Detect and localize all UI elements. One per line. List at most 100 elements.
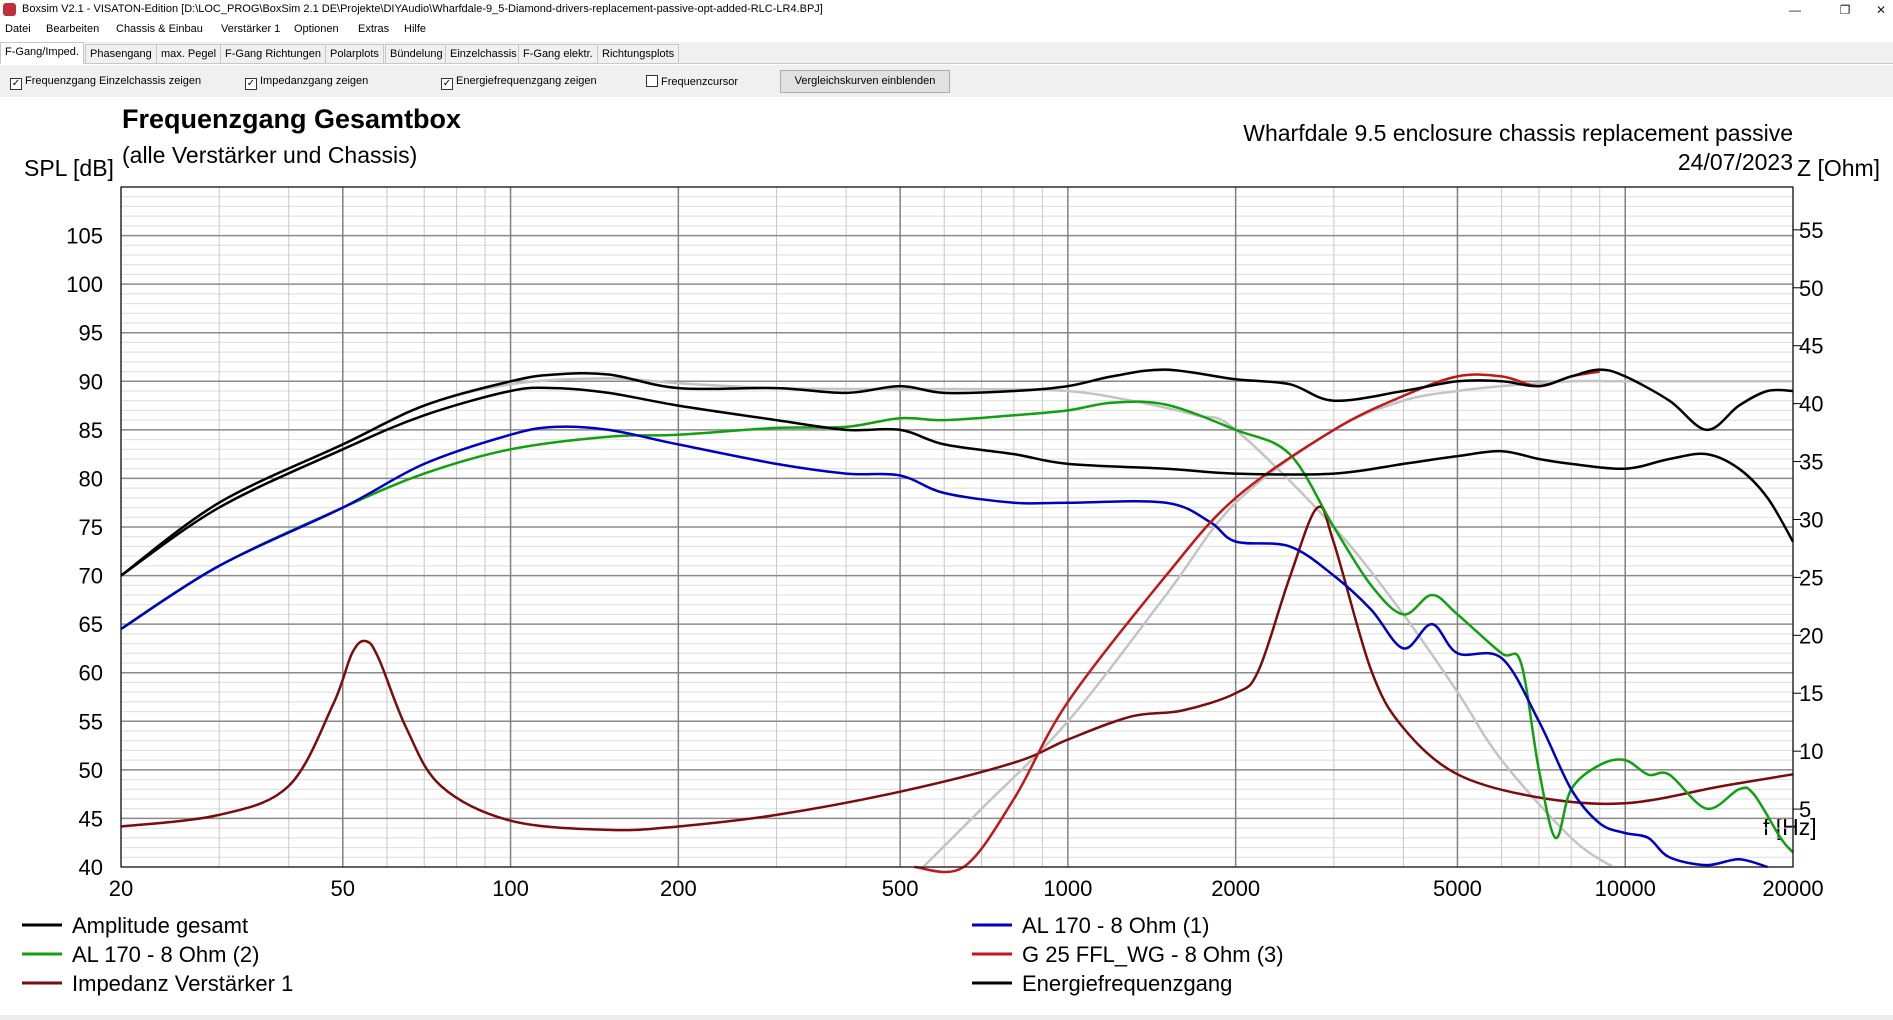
y2-tick-label: 45 xyxy=(1799,334,1823,359)
series-lines xyxy=(120,368,1795,874)
plot-frame xyxy=(120,186,1794,868)
x-tick-label: 500 xyxy=(882,876,919,901)
tab-buendelung[interactable]: Bündelung xyxy=(385,44,448,63)
series-line-reference xyxy=(120,377,1614,869)
x-tick-label: 20 xyxy=(109,876,133,901)
checkbox-box[interactable]: ✓ xyxy=(441,78,453,90)
y2-tick-label: 35 xyxy=(1799,450,1823,475)
y-tick-label: 105 xyxy=(66,224,103,249)
tick-labels: 40 45 50 55 60 65 70 75 80 85 90 95 100 105 5 10 15 20 25 3… xyxy=(66,218,1823,901)
y2-tick-label: 30 xyxy=(1799,507,1823,532)
checkbox-box[interactable]: ✓ xyxy=(10,78,22,90)
tab-polarplots[interactable]: Polarplots xyxy=(325,44,384,63)
x-tick-label: 50 xyxy=(331,876,355,901)
y-tick-label: 65 xyxy=(79,612,103,637)
tab-max-pegel[interactable]: max. Pegel xyxy=(156,44,222,63)
boxsim-app-icon xyxy=(3,3,16,16)
x-tick-label: 100 xyxy=(492,876,529,901)
menu-datei[interactable]: Datei xyxy=(5,23,31,35)
x-tick-label: 20000 xyxy=(1762,876,1823,901)
y2-tick-label: 40 xyxy=(1799,392,1823,417)
grid xyxy=(120,186,1794,868)
x-tick-label: 5000 xyxy=(1433,876,1482,901)
window-title: Boxsim V2.1 - VISATON-Edition [D:\LOC_PR… xyxy=(22,3,823,15)
legend-label: Impedanz Verstärker 1 xyxy=(72,971,293,996)
y2-tick-label: 5 xyxy=(1799,797,1811,822)
y2-tick-label: 20 xyxy=(1799,623,1823,648)
x-tick-label: 1000 xyxy=(1043,876,1092,901)
legend-label: Amplitude gesamt xyxy=(72,913,248,938)
chart-title: Frequenzgang Gesamtbox xyxy=(122,104,461,134)
y-tick-label: 40 xyxy=(79,855,103,880)
tab-f-gang-imped[interactable]: F-Gang/Imped. xyxy=(0,42,84,64)
checkbox-box[interactable]: ✓ xyxy=(245,78,257,90)
y2-tick-label: 15 xyxy=(1799,681,1823,706)
status-strip xyxy=(0,1015,1893,1020)
menu-verstaerker-1[interactable]: Verstärker 1 xyxy=(221,23,281,35)
compare-curves-button[interactable]: Vergleichskurven einblenden xyxy=(780,70,950,93)
tab-einzelchassis[interactable]: Einzelchassis xyxy=(445,44,522,63)
menu-chassis-einbau[interactable]: Chassis & Einbau xyxy=(116,23,203,35)
legend-label: G 25 FFL_WG - 8 Ohm (3) xyxy=(1022,942,1284,967)
y2-tick-label: 50 xyxy=(1799,276,1823,301)
options-bar: ✓ Frequenzgang Einzelchassis zeigen ✓ Impe… xyxy=(0,65,1893,97)
tab-bar: F-Gang/Imped. Phasengang max. Pegel F-Ga… xyxy=(0,42,1893,64)
menu-bearbeiten[interactable]: Bearbeiten xyxy=(46,23,100,35)
legend-label: AL 170 - 8 Ohm (2) xyxy=(72,942,259,967)
close-button[interactable]: ✕ xyxy=(1875,3,1887,17)
title-bar: Boxsim V2.1 - VISATON-Edition [D:\LOC_PR… xyxy=(0,0,1893,20)
y-tick-label: 75 xyxy=(79,515,103,540)
checkbox-energiefrequenzgang[interactable]: ✓ Energiefrequenzgang zeigen xyxy=(441,75,597,90)
y-tick-label: 70 xyxy=(79,564,103,589)
y2-tick-label: 25 xyxy=(1799,565,1823,590)
menu-extras[interactable]: Extras xyxy=(358,23,390,35)
menu-bar: Datei Bearbeiten Chassis & Einbau Verstä… xyxy=(0,20,1893,40)
series-line-al-170-8-ohm-1 xyxy=(120,425,1768,869)
chart-svg: Frequenzgang Gesamtbox (alle Verstärker … xyxy=(22,104,1880,996)
y-tick-label: 80 xyxy=(79,466,103,491)
legend-label: AL 170 - 8 Ohm (1) xyxy=(1022,913,1209,938)
minimize-button[interactable]: — xyxy=(1789,3,1801,17)
chart-subtitle: (alle Verstärker und Chassis) xyxy=(122,142,417,168)
tab-f-gang-elektr[interactable]: F-Gang elektr. xyxy=(518,44,598,63)
legend-label: Energiefrequenzgang xyxy=(1022,971,1232,996)
legend: Amplitude gesamt AL 170 - 8 Ohm (1) AL 170… xyxy=(22,913,1284,996)
checkbox-frequenzgang-einzelchassis[interactable]: ✓ Frequenzgang Einzelchassis zeigen xyxy=(10,75,201,90)
checkbox-label: Frequenzgang Einzelchassis zeigen xyxy=(25,75,202,87)
checkbox-frequenzcursor[interactable]: Frequenzcursor xyxy=(646,75,738,88)
series-line-energiefrequenzgang xyxy=(120,368,1794,577)
series-line-al-170-8-ohm-2 xyxy=(120,400,1794,854)
x-tick-label: 10000 xyxy=(1595,876,1656,901)
series-line-g-25-ffl-wg-8-ohm-3 xyxy=(914,370,1600,874)
menu-hilfe[interactable]: Hilfe xyxy=(404,23,427,35)
checkbox-label: Impedanzgang zeigen xyxy=(260,75,369,87)
y-tick-label: 55 xyxy=(79,709,103,734)
y-tick-label: 100 xyxy=(66,272,103,297)
checkbox-box[interactable] xyxy=(646,75,658,87)
y-tick-label: 95 xyxy=(79,321,103,346)
y-axis-label: SPL [dB] xyxy=(24,155,114,181)
maximize-button[interactable]: ❐ xyxy=(1839,3,1851,17)
frequency-response-plot: Frequenzgang Gesamtbox (alle Verstärker … xyxy=(0,97,1893,1017)
x-tick-label: 200 xyxy=(660,876,697,901)
tab-phasengang[interactable]: Phasengang xyxy=(85,44,157,63)
y-tick-label: 60 xyxy=(79,661,103,686)
y2-tick-label: 55 xyxy=(1799,218,1823,243)
project-name: Wharfdale 9.5 enclosure chassis replacem… xyxy=(1243,120,1793,146)
y-tick-label: 45 xyxy=(79,806,103,831)
project-date: 24/07/2023 xyxy=(1678,149,1793,175)
checkbox-label: Frequenzcursor xyxy=(661,76,739,88)
y-tick-label: 85 xyxy=(79,418,103,443)
series-line-amplitude-gesamt xyxy=(120,386,1795,577)
tab-f-gang-richtungen[interactable]: F-Gang Richtungen xyxy=(220,44,326,63)
checkbox-impedanzgang[interactable]: ✓ Impedanzgang zeigen xyxy=(245,75,368,90)
y-tick-label: 50 xyxy=(79,758,103,783)
y-tick-label: 90 xyxy=(79,369,103,394)
y2-axis-label: Z [Ohm] xyxy=(1797,155,1880,181)
y2-tick-label: 10 xyxy=(1799,739,1823,764)
checkbox-label: Energiefrequenzgang zeigen xyxy=(456,75,597,87)
tab-richtungsplots[interactable]: Richtungsplots xyxy=(597,44,680,63)
menu-optionen[interactable]: Optionen xyxy=(294,23,339,35)
x-tick-label: 2000 xyxy=(1211,876,1260,901)
